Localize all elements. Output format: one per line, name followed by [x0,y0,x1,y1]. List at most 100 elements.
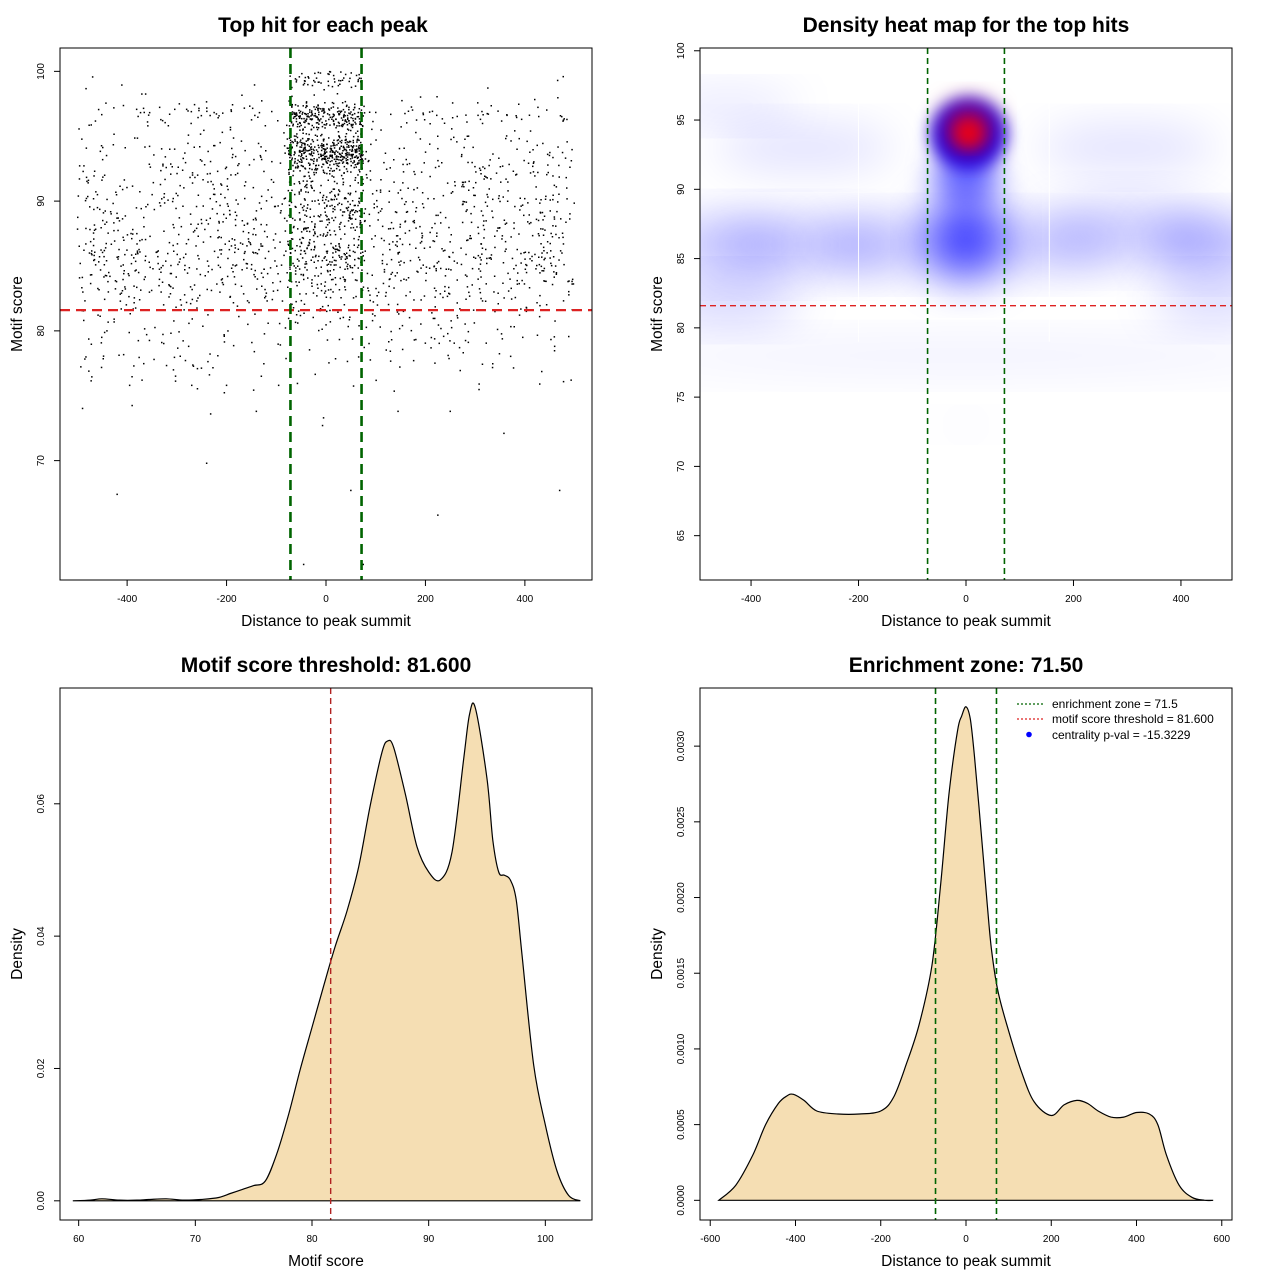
scatter-point [396,311,399,313]
scatter-point [402,182,404,184]
y-tick-label: 0.0015 [676,957,687,988]
scatter-point [354,121,356,124]
scatter-point [306,105,308,107]
scatter-point [390,273,392,275]
scatter-point [309,208,312,210]
y-tick-label: 85 [676,253,687,265]
scatter-point [256,278,259,280]
scatter-point [484,175,486,177]
scatter-point [353,244,355,246]
scatter-point [344,115,346,117]
scatter-point [483,228,486,231]
scatter-point [344,254,346,256]
scatter-point [196,367,199,370]
scatter-point [329,205,331,207]
scatter-point [450,234,452,236]
scatter-point [103,331,106,334]
scatter-point [298,161,301,163]
scatter-point [349,185,351,187]
scatter-point [348,146,350,148]
scatter-point [244,250,246,253]
scatter-point [164,178,166,181]
scatter-point [304,263,306,265]
scatter-point [350,227,352,229]
y-tick-label: 0.0020 [676,882,687,913]
scatter-point [298,115,300,118]
scatter-point [315,171,317,174]
scatter-point [209,172,211,175]
scatter-point [332,246,334,249]
scatter-point [336,139,339,142]
scatter-point [102,219,104,222]
scatter-point [186,272,189,274]
scatter-point [532,165,534,168]
scatter-point [90,380,92,382]
scatter-point [78,277,81,279]
scatter-point [263,363,265,365]
scatter-point [361,125,364,127]
scatter-point [330,242,332,245]
scatter-point [318,203,320,205]
scatter-point [325,198,327,201]
scatter-point [311,221,313,223]
scatter-point [379,326,381,328]
scatter-point [122,104,125,107]
scatter-point [343,172,345,174]
scatter-point [101,336,103,339]
scatter-point [133,285,135,287]
scatter-point [540,265,543,268]
scatter-point [326,205,328,208]
scatter-point [357,146,360,148]
scatter-point [447,268,450,270]
scatter-point [510,236,512,238]
scatter-point [196,268,198,270]
scatter-point [123,272,125,275]
scatter-point [401,243,404,246]
scatter-point [318,216,321,218]
scatter-point [173,250,175,252]
scatter-point [539,211,542,214]
scatter-point [100,366,103,369]
scatter-point [488,188,490,190]
scatter-point [342,115,345,117]
scatter-point [335,155,338,157]
x-tick-label: -400 [117,594,137,605]
scatter-point [549,151,551,154]
scatter-point [513,268,515,270]
scatter-point [332,278,334,281]
scatter-point [359,123,361,125]
scatter-point [298,76,301,78]
scatter-point [102,358,104,360]
scatter-point [333,114,335,116]
scatter-point [249,105,251,107]
scatter-point [336,182,338,185]
scatter-point [261,245,264,247]
scatter-point [361,158,364,160]
scatter-point [162,333,164,336]
scatter-point [450,192,453,194]
scatter-point [477,232,480,235]
scatter-point [514,205,516,208]
scatter-point [424,342,427,344]
scatter-point [525,306,528,309]
scatter-point [419,96,422,98]
scatter-point [478,268,480,270]
scatter-point [350,72,352,74]
scatter-point [348,214,351,216]
scatter-point [382,253,384,256]
scatter-point [516,148,518,150]
x-tick-label: 0 [323,594,329,605]
scatter-point [333,152,336,154]
scatter-point [356,156,359,159]
scatter-point [317,153,320,156]
scatter-point [357,156,359,159]
scatter-point [289,75,291,77]
scatter-point [399,238,401,240]
scatter-point [345,133,348,135]
scatter-point [322,233,325,235]
scatter-point [149,266,151,269]
scatter-point [176,253,178,256]
scatter-point [397,253,399,255]
scatter-point [178,103,181,105]
scatter-point [302,273,305,276]
